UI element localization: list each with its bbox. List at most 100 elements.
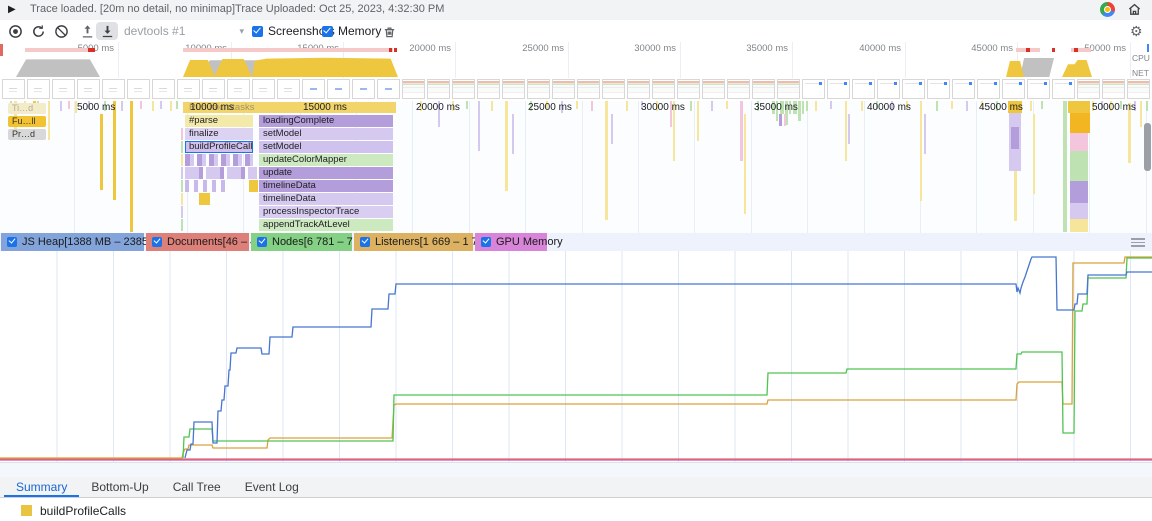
flame-bar-timelinedata[interactable]: timelineData [259,180,393,192]
screenshot-thumbnail[interactable] [577,79,600,99]
screenshot-thumbnail[interactable] [1102,79,1125,99]
screenshot-thumbnail[interactable] [427,79,450,99]
screenshot-thumbnail[interactable] [952,79,975,99]
flame-fragment-row[interactable] [185,167,257,179]
screenshot-thumbnail[interactable] [102,79,125,99]
play-icon[interactable]: ▶ [8,4,16,15]
screenshot-thumbnail[interactable] [752,79,775,99]
checkbox-checked-icon[interactable] [481,237,491,247]
screenshot-thumbnail[interactable] [727,79,750,99]
tab-summary[interactable]: Summary [4,477,80,497]
memory-counter-nodes[interactable]: Nodes[6 781 – 7 123] [251,233,377,251]
screenshot-thumbnail[interactable] [1027,79,1050,99]
flame-bar-updatecolormapper[interactable]: updateColorMapper [259,154,393,166]
screenshot-thumbnail[interactable] [1052,79,1075,99]
cpu-activity-shape [88,48,95,52]
flame-chart[interactable]: Run microtasks 5000 ms 10000 ms 15000 ms 20… [0,101,1152,234]
upload-icon[interactable] [78,23,96,39]
screenshot-thumbnail[interactable] [527,79,550,99]
screenshot-filmstrip[interactable] [0,78,1152,102]
checkbox-checked-icon[interactable] [360,237,370,247]
screenshot-thumbnail[interactable] [327,79,350,99]
screenshot-thumbnail[interactable] [377,79,400,99]
screenshot-thumbnail[interactable] [802,79,825,99]
flame-bar-appendtrackatlevel[interactable]: appendTrackAtLevel [259,219,393,231]
download-icon[interactable] [96,22,118,40]
screenshot-thumbnail[interactable] [1002,79,1025,99]
screenshot-thumbnail[interactable] [202,79,225,99]
screenshot-thumbnail[interactable] [152,79,175,99]
flame-fragment-row[interactable] [185,180,227,192]
screenshot-thumbnail[interactable] [302,79,325,99]
screenshot-thumbnail[interactable] [677,79,700,99]
checkbox-checked-icon[interactable] [152,237,162,247]
flame-scrollbar[interactable] [1144,123,1151,171]
memory-chart[interactable] [0,251,1152,462]
screenshot-thumbnail[interactable] [2,79,25,99]
flame-bar-setmodel[interactable]: setModel [259,128,393,140]
tab-bottom-up[interactable]: Bottom-Up [91,480,149,494]
screenshot-thumbnail[interactable] [552,79,575,99]
memory-counter-gpu-memory[interactable]: GPU Memory [475,233,563,251]
record-icon[interactable] [6,23,24,39]
flame-bar-processinspectortrace[interactable]: processInspectorTrace [259,206,393,218]
screenshot-thumbnail[interactable] [52,79,75,99]
history-dropdown[interactable]: devtools #1 ▾ [124,23,244,39]
flame-bar-buildprofilecalls[interactable]: buildProfileCalls [185,141,253,153]
checkbox-checked-icon[interactable] [257,237,267,247]
screenshot-thumbnail[interactable] [477,79,500,99]
tab-event-log[interactable]: Event Log [244,480,299,494]
screenshot-thumbnail[interactable] [177,79,200,99]
screenshot-thumbnail[interactable] [227,79,250,99]
checkbox-checked-icon[interactable] [7,237,17,247]
overflow-menu-icon[interactable] [1131,238,1145,247]
reload-icon[interactable] [29,23,47,39]
screenshot-thumbnail[interactable] [702,79,725,99]
flame-bar--parse[interactable]: #parse [185,115,253,127]
flame-bar-run-microtasks[interactable]: Run microtasks [183,102,396,113]
tab-call-tree[interactable]: Call Tree [172,480,221,494]
memory-counter-listeners[interactable]: Listeners[1 669 – 1 758] [354,233,493,251]
flame-fragment-row[interactable] [185,154,253,166]
flame-bar-setmodel[interactable]: setModel [259,141,393,153]
profile-avatar[interactable] [1100,2,1115,17]
screenshot-thumbnail[interactable] [777,79,800,99]
screenshot-thumbnail[interactable] [1127,79,1150,99]
screenshot-thumbnail[interactable] [502,79,525,99]
screenshot-thumbnail[interactable] [902,79,925,99]
memory-counter-js-heap[interactable]: JS Heap[1388 MB – 2385 MB] [1,233,171,251]
screenshot-thumbnail[interactable] [877,79,900,99]
splitter[interactable] [0,462,1152,478]
screenshot-thumbnail[interactable] [602,79,625,99]
home-icon[interactable] [1127,2,1142,17]
screenshot-thumbnail[interactable] [127,79,150,99]
screenshot-thumbnail[interactable] [27,79,50,99]
flame-bar-finalize[interactable]: finalize [185,128,253,140]
flame-bar-timelinedata[interactable]: timelineData [259,193,393,205]
screenshot-thumbnail[interactable] [627,79,650,99]
memory-checkbox[interactable]: Memory [322,24,381,38]
screenshot-thumbnail[interactable] [402,79,425,99]
flame-bar-loadingcomplete[interactable]: loadingComplete [259,115,393,127]
flame-bar-update[interactable]: update [259,167,393,179]
screenshot-thumbnail[interactable] [652,79,675,99]
block-icon[interactable] [52,23,70,39]
screenshot-thumbnail[interactable] [977,79,1000,99]
garbage-collect-icon[interactable] [380,23,398,39]
screenshots-checkbox[interactable]: Screenshots [252,24,335,38]
screenshot-thumbnail[interactable] [277,79,300,99]
memory-counter-documents[interactable]: Documents[46 – 46] [146,233,265,251]
screenshot-thumbnail[interactable] [352,79,375,99]
track-chip-full[interactable]: Fu…ll [8,116,46,127]
track-chip-tid[interactable]: Ti…d [8,103,46,114]
track-chip-prd[interactable]: Pr…d [8,129,46,140]
screenshot-thumbnail[interactable] [1077,79,1100,99]
screenshot-thumbnail[interactable] [252,79,275,99]
screenshot-thumbnail[interactable] [852,79,875,99]
screenshot-thumbnail[interactable] [927,79,950,99]
gear-icon[interactable]: ⚙ [1130,23,1143,39]
screenshot-thumbnail[interactable] [452,79,475,99]
screenshot-thumbnail[interactable] [77,79,100,99]
screenshot-thumbnail[interactable] [827,79,850,99]
